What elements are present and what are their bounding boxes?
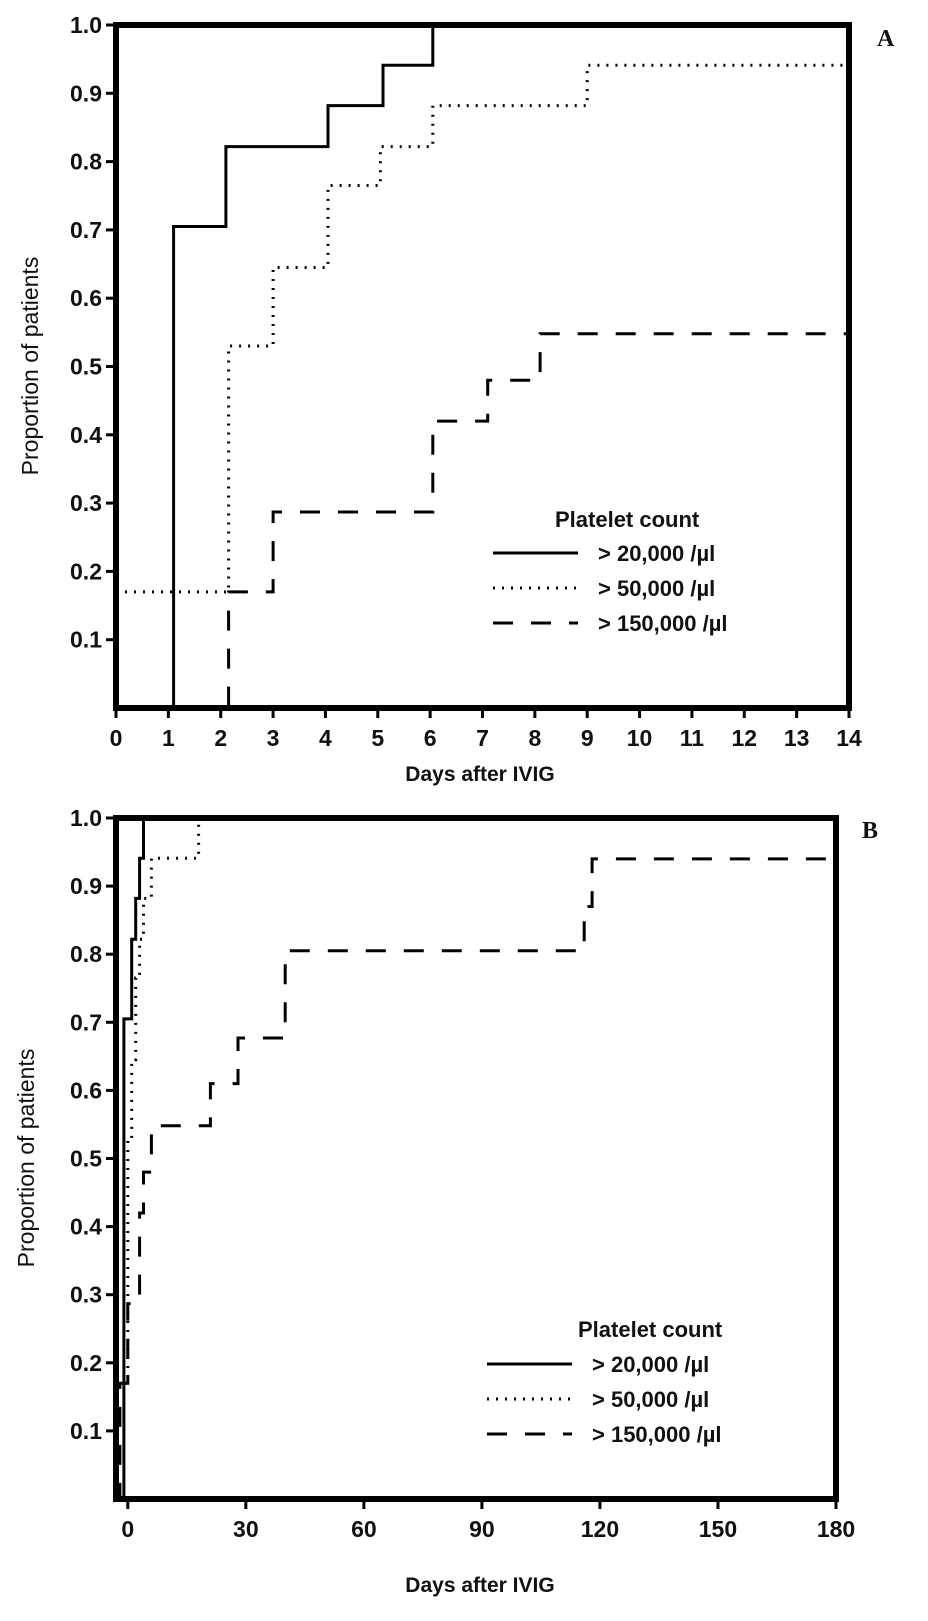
series-line-dotted (116, 63, 849, 594)
y-tick-label: 0.4 (70, 1214, 102, 1240)
y-tick-label: 0.3 (70, 490, 102, 516)
x-tick-label: 180 (817, 1516, 855, 1542)
x-tick-label: 0 (121, 1516, 134, 1542)
legend-label-b-1: > 20,000 /µl (592, 1352, 709, 1377)
y-tick-label: 0.3 (70, 1282, 102, 1308)
y-tick-label: 0.1 (70, 627, 102, 653)
series-line-solid (116, 816, 836, 1501)
y-tick-label: 0.9 (70, 80, 102, 106)
plot-frame-a (113, 22, 852, 711)
legend-label-a-1: > 20,000 /µl (598, 541, 715, 566)
legend-label-b-2: > 50,000 /µl (592, 1387, 709, 1412)
y-tick-label: 0.5 (70, 1146, 102, 1172)
series-line-dotted (116, 816, 836, 1385)
x-tick-label: 9 (581, 725, 594, 751)
x-tick-label: 2 (214, 725, 227, 751)
y-tick-label: 0.7 (70, 217, 102, 243)
x-tick-label: 60 (351, 1516, 377, 1542)
x-tick-label: 150 (699, 1516, 737, 1542)
y-tick-label: 0.4 (70, 422, 102, 448)
x-tick-label: 10 (627, 725, 653, 751)
y-tick-label: 1.0 (70, 805, 102, 831)
y-tick-label: 0.1 (70, 1418, 102, 1444)
x-tick-label: 14 (836, 725, 862, 751)
x-tick-label: 5 (371, 725, 384, 751)
y-tick-label: 0.6 (70, 285, 102, 311)
panel-letter-a: A (877, 26, 895, 52)
legend-label-a-2: > 50,000 /µl (598, 576, 715, 601)
x-axis-title-a: Days after IVIG (405, 763, 554, 786)
y-axis-title-b: Proportion of patients (13, 1049, 39, 1268)
x-tick-label: 90 (469, 1516, 495, 1542)
panel-a: A Proportion of patients Days after IVIG… (17, 12, 895, 786)
x-tick-label: 12 (731, 725, 757, 751)
legend-label-a-3: > 150,000 /µl (598, 611, 728, 636)
x-tick-label: 8 (528, 725, 541, 751)
series-a (116, 23, 849, 710)
series-line-dashed (116, 332, 849, 710)
legend-a: Platelet count > 20,000 /µl > 50,000 /µl… (493, 507, 728, 636)
legend-b: Platelet count > 20,000 /µl > 50,000 /µl… (487, 1317, 723, 1447)
y-ticks-b: 0.1 0.2 0.3 0.4 0.5 0.6 0.7 0.8 0.9 1.0 (70, 805, 116, 1444)
plot-frame-b (113, 815, 839, 1502)
x-tick-label: 4 (319, 725, 332, 751)
legend-title-a: Platelet count (555, 507, 700, 532)
series-b (116, 816, 836, 1501)
y-tick-label: 0.6 (70, 1077, 102, 1103)
x-tick-label: 0 (110, 725, 123, 751)
y-tick-label: 0.8 (70, 941, 102, 967)
y-tick-label: 0.2 (70, 558, 102, 584)
x-tick-label: 3 (267, 725, 280, 751)
panel-b: B Proportion of patients Days after IVIG… (13, 805, 878, 1597)
x-ticks-b: 0 30 60 90 120 150 180 (121, 1499, 855, 1542)
x-tick-label: 13 (784, 725, 810, 751)
y-axis-title-a: Proportion of patients (17, 257, 43, 476)
y-tick-label: 1.0 (70, 12, 102, 38)
series-line-solid (116, 23, 849, 710)
y-tick-label: 0.8 (70, 149, 102, 175)
y-tick-label: 0.9 (70, 873, 102, 899)
legend-title-b: Platelet count (578, 1317, 723, 1342)
x-tick-label: 6 (424, 725, 437, 751)
y-tick-label: 0.7 (70, 1009, 102, 1035)
x-axis-title-b: Days after IVIG (405, 1574, 554, 1597)
y-ticks-a: 0.1 0.2 0.3 0.4 0.5 0.6 0.7 0.8 0.9 1.0 (70, 12, 116, 653)
legend-label-b-3: > 150,000 /µl (592, 1422, 722, 1447)
x-ticks-a: 0 1 2 3 4 5 6 7 8 9 10 11 12 13 14 (110, 708, 862, 751)
panel-letter-b: B (862, 818, 878, 844)
y-tick-label: 0.5 (70, 354, 102, 380)
x-tick-label: 11 (680, 725, 705, 751)
y-tick-label: 0.2 (70, 1350, 102, 1376)
series-line-dashed (116, 857, 836, 1501)
x-tick-label: 30 (233, 1516, 259, 1542)
x-tick-label: 120 (581, 1516, 619, 1542)
x-tick-label: 1 (162, 725, 175, 751)
x-tick-label: 7 (476, 725, 489, 751)
